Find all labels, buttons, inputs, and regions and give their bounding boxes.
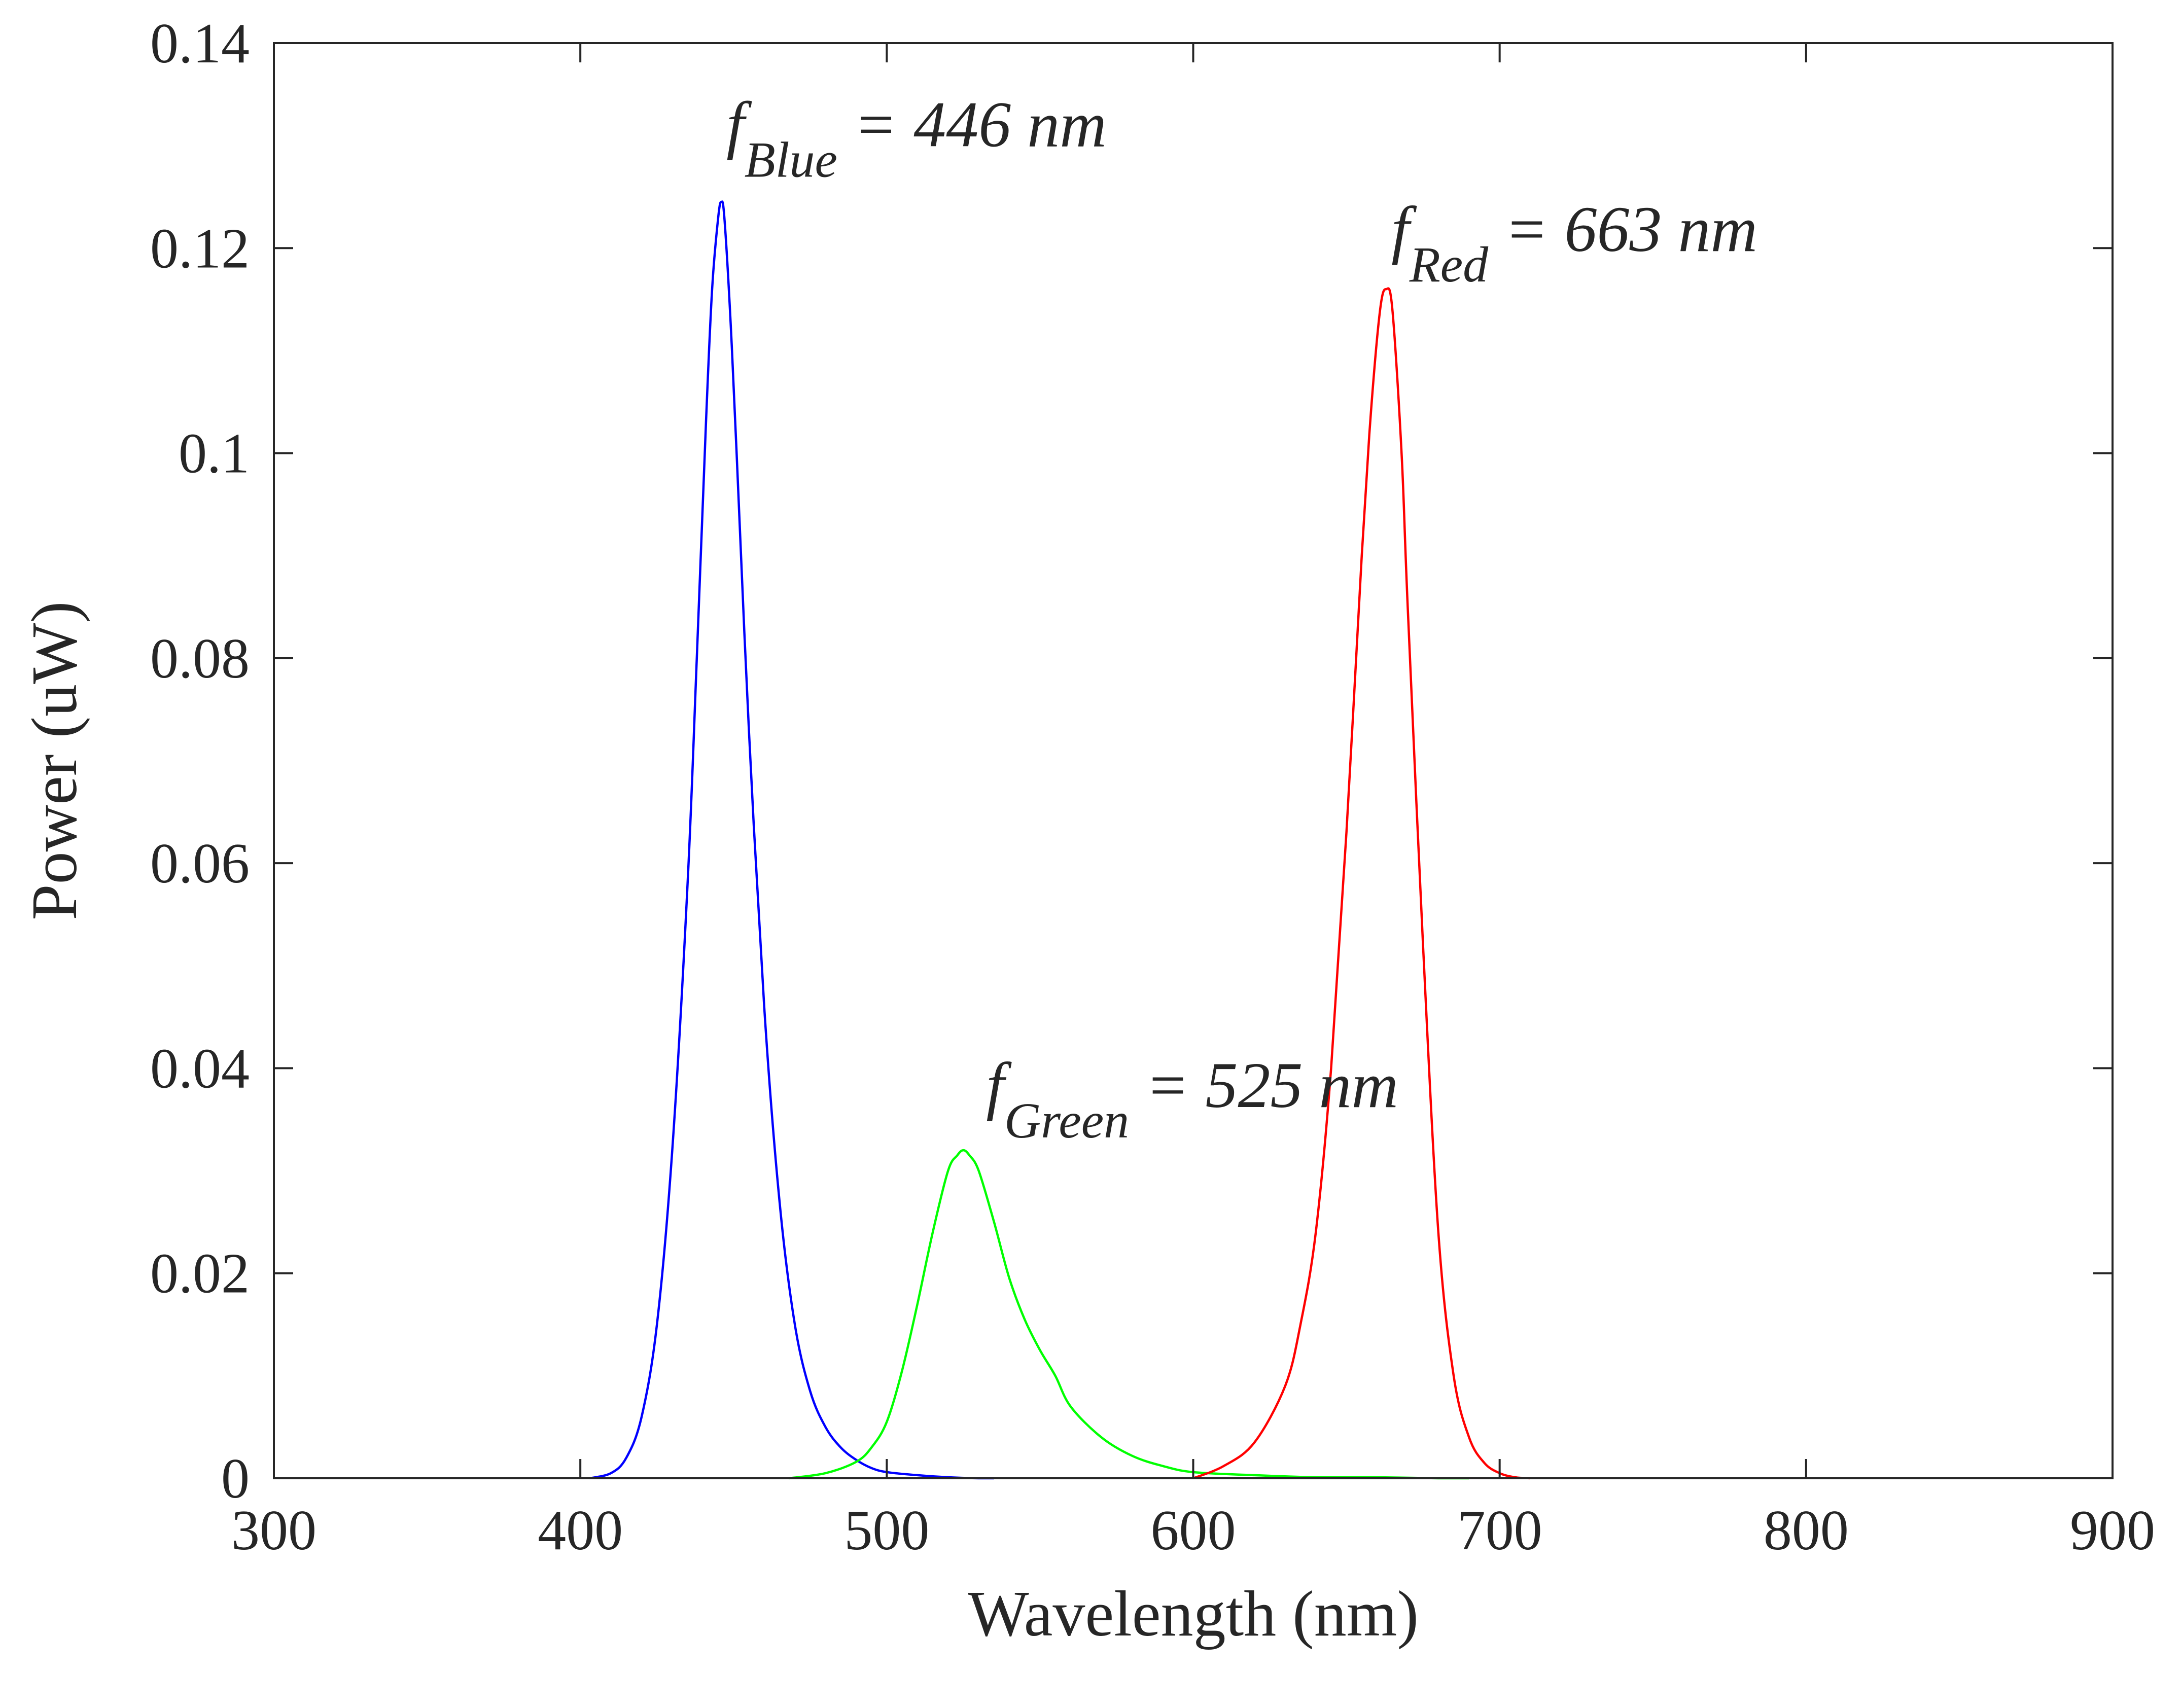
x-axis-title: Wavelength (nm) xyxy=(968,1578,1419,1650)
y-axis-title: Power (uW) xyxy=(18,601,90,920)
series-line-green xyxy=(788,1149,1469,1480)
annotation-red: fRed = 663 nm xyxy=(1391,193,1757,293)
series-line-blue xyxy=(589,200,994,1480)
y-tick-label: 0.12 xyxy=(150,217,250,280)
x-tick-label: 500 xyxy=(844,1499,929,1562)
annotations: fBlue = 446 nm fRed = 663 nm fGreen = 525 … xyxy=(726,88,1757,1149)
ticks-layer xyxy=(273,42,2114,1479)
y-tick-label: 0.14 xyxy=(150,12,250,75)
y-tick-label: 0.04 xyxy=(150,1037,250,1100)
y-tick-label: 0.1 xyxy=(179,422,250,485)
plot-area xyxy=(274,43,2113,1478)
y-tick-label: 0.02 xyxy=(150,1242,250,1305)
y-tick-label: 0.06 xyxy=(150,832,250,895)
tick-labels: 300 400 500 600 700 800 900 0 0.02 0.04 0.06 0.08 0.… xyxy=(150,12,2155,1562)
annotation-blue: fBlue = 446 nm xyxy=(726,88,1107,188)
x-tick-label: 800 xyxy=(1764,1499,1849,1562)
x-tick-label: 300 xyxy=(231,1499,316,1562)
x-tick-label: 600 xyxy=(1151,1499,1236,1562)
x-tick-label: 400 xyxy=(538,1499,623,1562)
y-tick-label: 0.08 xyxy=(150,627,250,690)
x-tick-label: 700 xyxy=(1457,1499,1542,1562)
x-tick-label: 900 xyxy=(2070,1499,2155,1562)
series-line-red xyxy=(1192,287,1531,1480)
series-layer xyxy=(589,200,1531,1480)
annotation-green: fGreen = 525 nm xyxy=(986,1049,1398,1149)
y-tick-label: 0 xyxy=(221,1447,250,1510)
